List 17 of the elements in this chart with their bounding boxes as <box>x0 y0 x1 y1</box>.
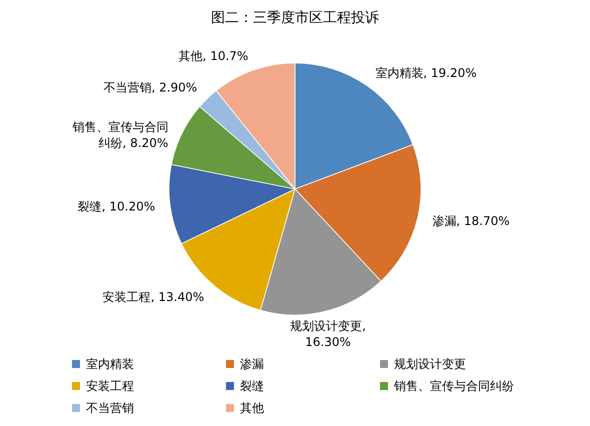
data-label: 销售、宣传与合同纠纷, 8.20% <box>71 120 168 150</box>
chart-title: 图二：三季度市区工程投诉 <box>211 10 379 26</box>
legend-label: 不当营销 <box>86 401 134 415</box>
legend-label: 渗漏 <box>240 357 264 371</box>
data-label: 不当营销, 2.90% <box>103 80 198 94</box>
data-label: 裂缝, 10.20% <box>78 200 156 214</box>
legend-label: 安装工程 <box>86 379 134 393</box>
data-label: 室内精装, 19.20% <box>375 66 477 80</box>
data-label: 安装工程, 13.40% <box>102 290 204 304</box>
legend-label: 室内精装 <box>86 357 134 371</box>
legend-label: 规划设计变更 <box>394 357 466 371</box>
data-label: 规划设计变更, 16.30% <box>290 319 366 350</box>
data-label: 渗漏, 18.70% <box>432 214 510 228</box>
legend-label: 裂缝 <box>240 379 264 393</box>
legend-label: 其他 <box>240 401 264 415</box>
legend-label: 销售、宣传与合同纠纷 <box>393 379 514 393</box>
data-label: 其他, 10.7% <box>178 48 248 63</box>
